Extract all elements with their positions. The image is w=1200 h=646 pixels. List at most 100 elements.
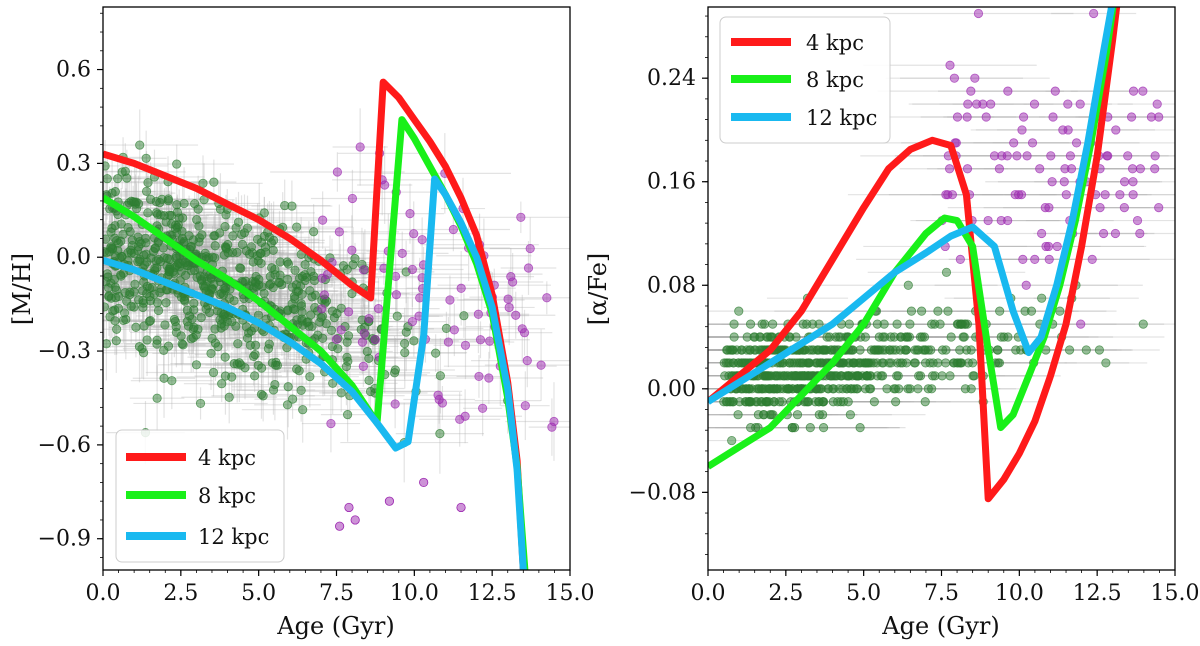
left-point-green (200, 281, 210, 291)
right-y-tick-label: 0.08 (647, 273, 696, 298)
right-point-purple (981, 112, 991, 122)
left-x-tick-label: 0.0 (86, 581, 121, 606)
right-point-green (855, 345, 865, 355)
right-point-green (889, 384, 899, 394)
right-point-green (1055, 306, 1065, 316)
left-point-green (263, 343, 274, 354)
right-point-purple (1044, 254, 1054, 264)
left-point-green (130, 279, 140, 289)
right-point-purple (1035, 164, 1045, 174)
left-point-green (264, 280, 275, 290)
left-y-tick-label: −0.9 (38, 527, 91, 552)
right-point-green (734, 306, 744, 316)
left-point-purple (508, 277, 518, 287)
right-point-green (793, 384, 803, 394)
left-point-green (152, 298, 162, 308)
right-point-green (719, 358, 729, 368)
left-point-green (316, 313, 326, 323)
left-point-green (232, 359, 242, 369)
right-point-green (969, 371, 979, 381)
left-point-green (233, 217, 244, 227)
right-point-green (765, 332, 775, 342)
left-point-purple (347, 193, 358, 204)
left-x-tick-label: 2.5 (163, 581, 198, 606)
right-model-lines (708, 7, 1121, 503)
left-point-purple (373, 304, 384, 314)
right-point-green (759, 410, 769, 420)
left-point-green (254, 280, 264, 290)
left-point-green (173, 258, 183, 268)
left-point-green (167, 376, 177, 386)
right-point-purple (1040, 203, 1050, 213)
left-point-green (219, 250, 229, 260)
left-point-purple (536, 360, 546, 370)
left-point-green (111, 336, 121, 346)
left-point-purple (448, 224, 458, 235)
left-point-purple (407, 316, 417, 327)
left-point-purple (456, 283, 466, 293)
right-point-purple (1102, 151, 1112, 161)
right-point-purple (1048, 112, 1058, 122)
right-legend-label-8kpc: 8 kpc (806, 68, 864, 92)
right-point-purple (1127, 164, 1138, 174)
left-point-green (435, 371, 445, 381)
right-point-purple (1002, 151, 1012, 161)
right-point-purple (1060, 164, 1070, 174)
right-point-purple (1022, 151, 1032, 161)
right-point-purple (1135, 228, 1145, 239)
right-legend: 4 kpc 8 kpc 12 kpc (719, 16, 891, 144)
right-point-purple (1150, 151, 1160, 161)
left-point-green (220, 222, 230, 232)
right-point-green (853, 371, 863, 381)
right-point-green (955, 345, 965, 355)
left-point-purple (334, 227, 344, 237)
right-point-green (1081, 345, 1091, 355)
right-point-purple (1076, 319, 1086, 329)
left-point-green (246, 326, 256, 336)
left-point-green (189, 298, 199, 308)
right-point-green (822, 332, 832, 342)
left-point-green (103, 339, 112, 349)
left-point-green (350, 254, 360, 264)
right-point-purple (1047, 177, 1057, 187)
left-point-green (216, 319, 227, 329)
left-point-green (327, 306, 338, 316)
left-point-purple (542, 293, 552, 303)
left-point-green (187, 314, 197, 324)
left-point-green (172, 159, 182, 169)
right-point-purple (1154, 203, 1164, 213)
left-point-green (195, 398, 206, 409)
right-point-purple (1017, 125, 1027, 135)
left-point-green (318, 333, 328, 343)
right-point-purple (1061, 190, 1071, 200)
right-point-green (862, 371, 872, 381)
left-point-purple (317, 304, 327, 314)
right-point-purple (955, 254, 965, 264)
left-point-purple (409, 229, 419, 239)
right-x-tick-label: 15.0 (1151, 581, 1200, 606)
right-point-purple (1150, 164, 1160, 174)
left-y-tick-label: 0.6 (56, 58, 91, 83)
left-point-green (326, 325, 337, 335)
left-point-green (321, 319, 331, 329)
left-point-green (268, 245, 278, 255)
right-x-tick-label: 12.5 (1073, 581, 1122, 606)
right-point-green (727, 435, 737, 446)
left-point-green (328, 378, 338, 388)
left-point-green (220, 371, 231, 381)
right-point-green (903, 384, 913, 394)
left-point-purple (358, 361, 368, 371)
left-point-green (269, 235, 279, 245)
left-point-green (150, 243, 160, 254)
left-point-green (162, 261, 172, 271)
left-point-green (216, 288, 227, 298)
left-point-green (390, 368, 400, 378)
left-point-green (178, 340, 188, 350)
left-point-purple (417, 235, 427, 245)
right-y-tick-label: 0.00 (647, 377, 696, 402)
left-point-green (153, 305, 164, 316)
left-point-purple (390, 399, 400, 409)
left-point-outlier (335, 521, 345, 531)
right-point-purple (1003, 86, 1013, 96)
left-point-green (232, 247, 242, 257)
